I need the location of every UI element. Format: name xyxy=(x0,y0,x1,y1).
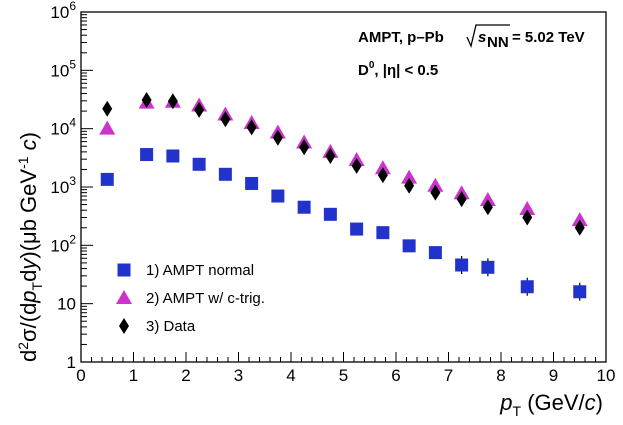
data-point-triangle xyxy=(479,191,496,206)
x-tick-label: 5 xyxy=(339,366,348,385)
data-point-square xyxy=(218,167,232,181)
annotation-system: AMPT, p–Pb s NN = 5.02 TeV xyxy=(358,24,585,51)
data-point-triangle xyxy=(401,169,418,184)
data-point-diamond xyxy=(272,129,283,146)
x-tick-label: 7 xyxy=(444,366,453,385)
data-point-diamond xyxy=(246,119,257,136)
x-tick-label: 2 xyxy=(181,366,190,385)
legend-marker-square xyxy=(117,263,131,277)
data-point-diamond xyxy=(377,167,388,184)
x-tick-label: 8 xyxy=(496,366,505,385)
data-point-diamond xyxy=(220,111,231,128)
data-markers xyxy=(99,92,588,301)
annotation-particle-rest: , |η| < 0.5 xyxy=(374,62,438,79)
legend-marker-triangle xyxy=(116,290,132,304)
data-point-square xyxy=(455,258,469,272)
legend-item: 2) AMPT w/ c-trig. xyxy=(116,290,265,307)
data-point-square xyxy=(520,280,534,294)
legend: 1) AMPT normal 2) AMPT w/ c-trig. 3) Data xyxy=(116,262,265,335)
annotation-nn-subscript: NN xyxy=(487,34,509,51)
plot-frame xyxy=(80,11,607,363)
data-point-square xyxy=(271,189,285,203)
y-axis-title: d2σ/(dpTdy)(μb GeV-1 c) xyxy=(15,132,45,362)
data-point-square xyxy=(100,172,114,186)
annotation-line1-prefix: AMPT, p–Pb xyxy=(358,29,444,46)
data-point-triangle xyxy=(519,200,536,215)
axis-ticks xyxy=(80,11,607,363)
data-point-square xyxy=(245,176,259,190)
y-tick-label: 103 xyxy=(50,174,76,197)
data-point-square xyxy=(573,285,587,299)
legend-marker-diamond xyxy=(119,318,129,334)
y-tick-label: 106 xyxy=(50,0,76,22)
data-point-diamond xyxy=(482,199,493,216)
legend-label: 2) AMPT w/ c-trig. xyxy=(146,290,265,307)
series-diamond xyxy=(102,92,585,236)
data-point-diamond xyxy=(351,157,362,174)
data-point-diamond xyxy=(456,191,467,208)
y-tick-label: 102 xyxy=(50,232,76,255)
data-point-square xyxy=(428,246,442,260)
data-point-diamond xyxy=(194,101,205,118)
data-point-diamond xyxy=(102,100,113,117)
series-square xyxy=(100,148,587,301)
data-point-triangle xyxy=(571,212,588,227)
data-point-diamond xyxy=(299,139,310,156)
annotation-line1-energy: = 5.02 TeV xyxy=(512,29,585,46)
data-point-square xyxy=(297,200,311,214)
x-tick-label: 6 xyxy=(391,366,400,385)
y-tick-label: 104 xyxy=(50,116,76,139)
x-tick-label: 4 xyxy=(286,366,295,385)
data-point-square xyxy=(140,148,154,162)
x-tick-label: 1 xyxy=(129,366,138,385)
data-point-square xyxy=(192,157,206,171)
sqrt-icon xyxy=(466,24,510,49)
data-point-triangle xyxy=(99,120,116,135)
data-point-diamond xyxy=(404,177,415,194)
y-tick-label: 105 xyxy=(50,57,76,80)
y-tick-label: 1 xyxy=(67,353,76,372)
data-point-diamond xyxy=(325,147,336,164)
data-point-square xyxy=(166,149,180,163)
x-tick-label: 3 xyxy=(234,366,243,385)
legend-item: 1) AMPT normal xyxy=(117,262,254,279)
legend-label: 1) AMPT normal xyxy=(146,262,254,279)
data-point-diamond xyxy=(574,219,585,236)
svg-text:D0, |η| < 0.5: D0, |η| < 0.5 xyxy=(358,60,438,79)
data-point-square xyxy=(376,226,390,240)
data-point-square xyxy=(323,207,337,221)
data-point-square xyxy=(402,239,416,253)
data-point-square xyxy=(350,222,364,236)
annotation-particle-symbol: D xyxy=(358,62,369,79)
annotation-s-symbol: s xyxy=(478,29,486,46)
x-tick-label: 10 xyxy=(597,366,616,385)
x-tick-label: 9 xyxy=(549,366,558,385)
y-tick-label: 10 xyxy=(57,295,76,314)
annotation-particle-sup: 0 xyxy=(369,60,375,71)
x-axis-title: pT (GeV/c) xyxy=(499,390,603,419)
data-point-diamond xyxy=(430,184,441,201)
data-point-diamond xyxy=(141,92,152,109)
x-tick-label: 0 xyxy=(76,366,85,385)
legend-item: 3) Data xyxy=(119,318,196,335)
data-point-diamond xyxy=(522,209,533,226)
annotation-particle: D0, |η| < 0.5 xyxy=(358,60,438,79)
data-point-diamond xyxy=(167,93,178,110)
data-point-square xyxy=(481,260,495,274)
legend-label: 3) Data xyxy=(146,318,196,335)
